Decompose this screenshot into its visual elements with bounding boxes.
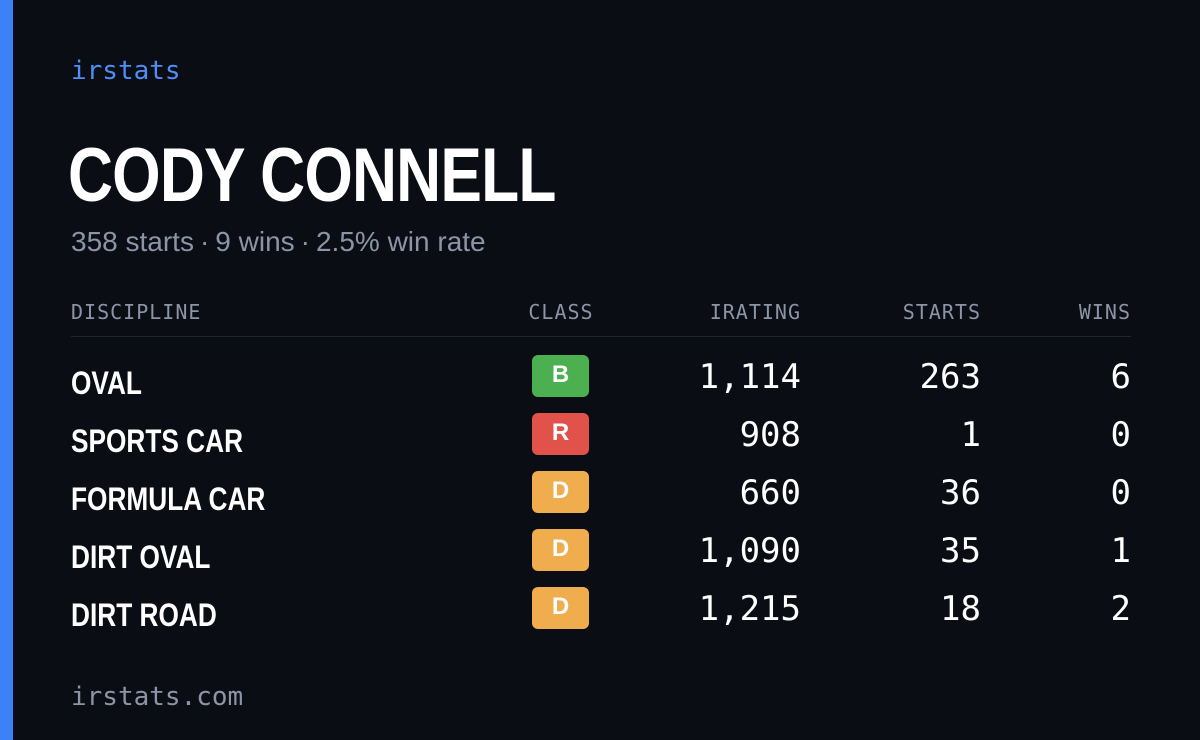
row-discipline: DIRT OVAL [71, 539, 211, 575]
class-badge: D [532, 471, 589, 513]
summary-separator: · [199, 226, 210, 257]
accent-bar [0, 0, 13, 740]
row-irating: 1,090 [698, 531, 801, 571]
header-wins: WINS [1078, 300, 1131, 324]
row-wins: 0 [1110, 473, 1131, 513]
class-badge: D [532, 587, 589, 629]
table-row: FORMULA CAR D 660 36 0 [71, 469, 1131, 527]
brand-logo: irstats [71, 56, 181, 86]
row-discipline: SPORTS CAR [71, 423, 244, 459]
table-row: DIRT OVAL D 1,090 35 1 [71, 527, 1131, 585]
row-wins: 6 [1110, 357, 1131, 397]
row-irating: 908 [739, 415, 801, 455]
class-badge: R [532, 413, 589, 455]
summary-starts: 358 starts [71, 226, 194, 257]
table-row: DIRT ROAD D 1,215 18 2 [71, 585, 1131, 643]
row-irating: 1,114 [698, 357, 801, 397]
row-irating: 660 [739, 473, 801, 513]
driver-name: CODY CONNELL [68, 133, 556, 218]
header-class: CLASS [528, 300, 594, 324]
driver-summary: 358 starts · 9 wins · 2.5% win rate [71, 226, 486, 258]
row-irating: 1,215 [698, 589, 801, 629]
header-irating: IRATING [709, 300, 801, 324]
summary-win-rate: 2.5% win rate [315, 226, 486, 257]
table-row: OVAL B 1,114 263 6 [71, 353, 1131, 411]
row-starts: 263 [919, 357, 981, 397]
row-discipline: FORMULA CAR [71, 481, 266, 517]
class-badge: B [532, 355, 589, 397]
row-starts: 1 [960, 415, 981, 455]
row-discipline: OVAL [71, 365, 142, 401]
discipline-table: DISCIPLINE CLASS IRATING STARTS WINS OVA… [71, 296, 1131, 643]
row-wins: 2 [1110, 589, 1131, 629]
row-wins: 1 [1110, 531, 1131, 571]
class-badge: D [532, 529, 589, 571]
header-discipline: DISCIPLINE [71, 300, 202, 324]
row-starts: 36 [940, 473, 981, 513]
row-discipline: DIRT ROAD [71, 597, 217, 633]
summary-wins: 9 wins [215, 226, 295, 257]
row-starts: 35 [940, 531, 981, 571]
table-body: OVAL B 1,114 263 6 SPORTS CAR R 908 1 0 … [71, 353, 1131, 643]
footer-url[interactable]: irstats.com [71, 682, 244, 712]
table-header: DISCIPLINE CLASS IRATING STARTS WINS [71, 296, 1131, 337]
table-row: SPORTS CAR R 908 1 0 [71, 411, 1131, 469]
header-starts: STARTS [902, 300, 981, 324]
row-wins: 0 [1110, 415, 1131, 455]
summary-separator: · [300, 226, 310, 257]
row-starts: 18 [940, 589, 981, 629]
